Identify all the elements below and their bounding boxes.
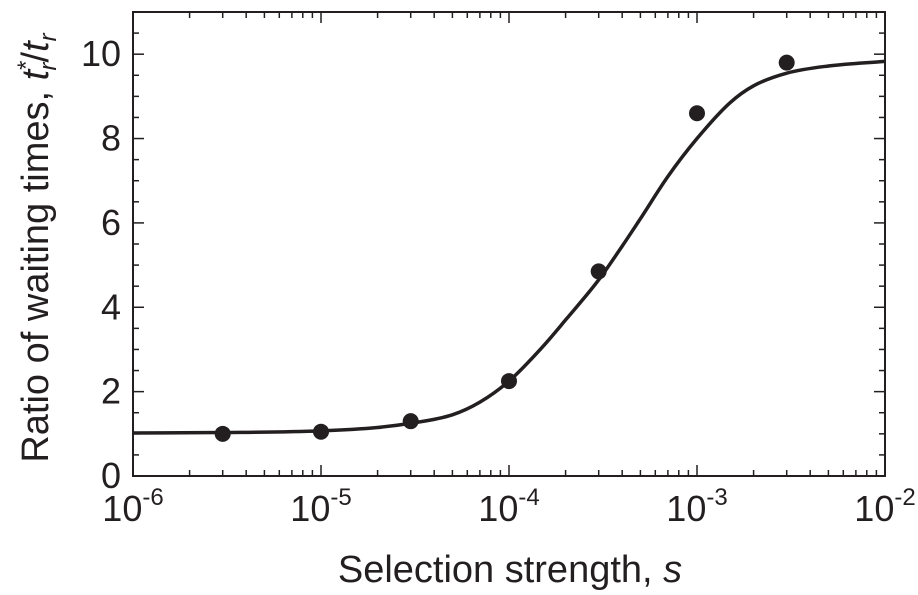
data-point xyxy=(313,423,329,440)
x-axis-title: Selection strength, s xyxy=(338,549,682,591)
tick-labels: 0 2 4 6 8 10 10-6 10-5 10-4 10-3 10-2 xyxy=(81,33,916,529)
data-point xyxy=(402,413,419,430)
x-tick-label: 10-6 xyxy=(102,484,163,529)
data-point xyxy=(778,54,795,71)
y-tick-label: 2 xyxy=(101,371,121,412)
fit-curve xyxy=(132,59,886,435)
data-point xyxy=(689,105,705,122)
x-tick-label: 10-5 xyxy=(290,484,351,529)
x-tick-label: 10-2 xyxy=(854,484,915,529)
data-point xyxy=(214,425,231,442)
plot-area xyxy=(132,11,886,477)
y-tick-label: 4 xyxy=(101,286,121,327)
x-tick-label: 10-3 xyxy=(666,484,727,529)
data-point xyxy=(590,263,607,280)
y-tick-label: 10 xyxy=(81,33,121,74)
y-axis-title: Ratio of waiting times, t*r/tr xyxy=(13,32,62,462)
axis-ticks xyxy=(132,11,885,477)
plot-frame xyxy=(132,11,886,477)
y-tick-label: 6 xyxy=(101,202,121,243)
y-tick-label: 8 xyxy=(101,118,121,159)
data-point xyxy=(501,373,517,390)
y-tick-label: 0 xyxy=(101,455,121,496)
x-tick-label: 10-4 xyxy=(478,484,539,529)
